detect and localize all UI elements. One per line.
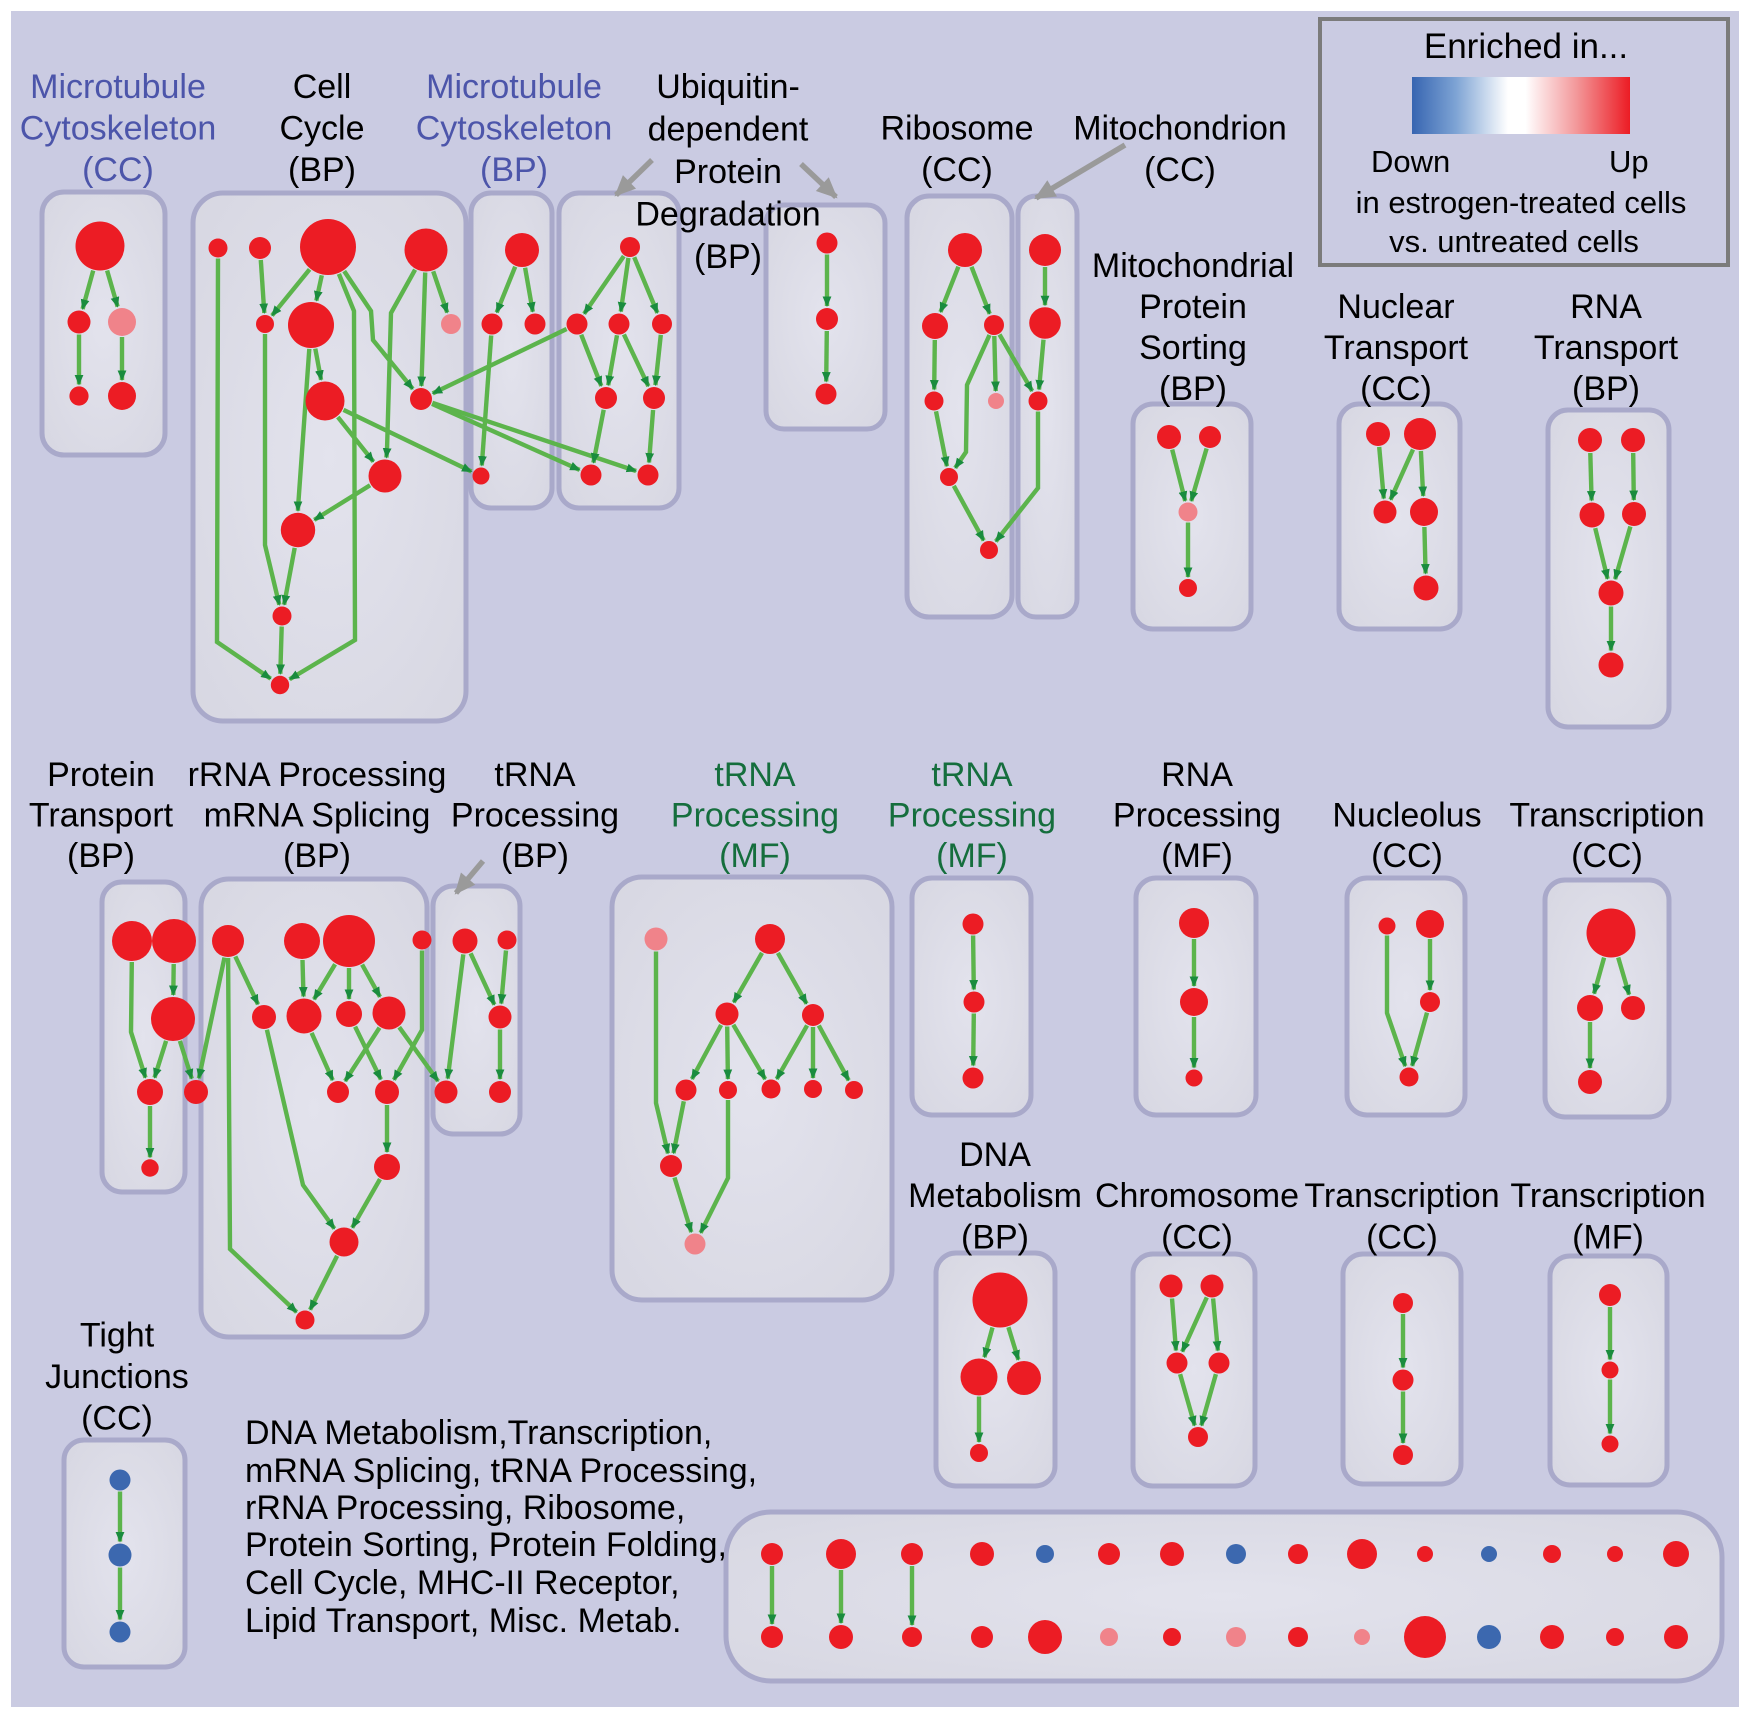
svg-text:Transport: Transport bbox=[1534, 329, 1679, 367]
svg-text:Down: Down bbox=[1371, 144, 1450, 179]
svg-text:Nucleolus: Nucleolus bbox=[1332, 797, 1481, 835]
svg-text:Cell: Cell bbox=[293, 68, 352, 106]
svg-text:(MF): (MF) bbox=[719, 837, 791, 875]
svg-text:Degradation: Degradation bbox=[635, 196, 820, 234]
svg-text:tRNA: tRNA bbox=[494, 756, 576, 794]
svg-text:(BP): (BP) bbox=[67, 837, 135, 875]
svg-text:(BP): (BP) bbox=[283, 837, 351, 875]
svg-text:(MF): (MF) bbox=[936, 837, 1008, 875]
svg-text:Transcription: Transcription bbox=[1510, 1177, 1705, 1215]
svg-text:Metabolism: Metabolism bbox=[908, 1177, 1082, 1215]
svg-text:RNA: RNA bbox=[1570, 288, 1642, 326]
svg-text:(CC): (CC) bbox=[81, 1400, 153, 1438]
svg-text:mRNA Splicing, tRNA Processing: mRNA Splicing, tRNA Processing, bbox=[245, 1452, 757, 1490]
svg-text:(BP): (BP) bbox=[961, 1219, 1029, 1257]
svg-text:tRNA: tRNA bbox=[714, 756, 796, 794]
svg-text:(BP): (BP) bbox=[501, 837, 569, 875]
svg-text:Chromosome: Chromosome bbox=[1095, 1177, 1299, 1215]
svg-text:Transport: Transport bbox=[29, 797, 174, 835]
svg-text:Protein Sorting, Protein Foldi: Protein Sorting, Protein Folding, bbox=[245, 1526, 727, 1564]
svg-text:(CC): (CC) bbox=[1571, 837, 1643, 875]
svg-text:(CC): (CC) bbox=[1366, 1219, 1438, 1257]
svg-text:tRNA: tRNA bbox=[931, 756, 1013, 794]
svg-text:Cell Cycle, MHC-II Receptor,: Cell Cycle, MHC-II Receptor, bbox=[245, 1564, 680, 1602]
svg-text:(CC): (CC) bbox=[1360, 370, 1432, 408]
svg-text:rRNA Processing: rRNA Processing bbox=[188, 756, 447, 794]
svg-text:(CC): (CC) bbox=[1371, 837, 1443, 875]
svg-text:Mitochondrial: Mitochondrial bbox=[1092, 247, 1294, 285]
svg-text:Sorting: Sorting bbox=[1139, 329, 1247, 367]
svg-text:Cytoskeleton: Cytoskeleton bbox=[416, 110, 613, 148]
svg-text:Ubiquitin-: Ubiquitin- bbox=[656, 68, 800, 106]
svg-text:Transcription: Transcription bbox=[1304, 1177, 1499, 1215]
svg-text:Junctions: Junctions bbox=[45, 1358, 189, 1396]
svg-text:(CC): (CC) bbox=[1161, 1219, 1233, 1257]
svg-text:Nuclear: Nuclear bbox=[1337, 288, 1454, 326]
svg-text:(CC): (CC) bbox=[82, 151, 154, 189]
svg-text:RNA: RNA bbox=[1161, 756, 1233, 794]
svg-text:(BP): (BP) bbox=[480, 151, 548, 189]
svg-text:Protein: Protein bbox=[47, 756, 155, 794]
svg-text:mRNA Splicing: mRNA Splicing bbox=[204, 797, 431, 835]
svg-text:Processing: Processing bbox=[1113, 797, 1281, 835]
svg-text:Transport: Transport bbox=[1324, 329, 1469, 367]
svg-text:Protein: Protein bbox=[674, 153, 782, 191]
svg-text:Processing: Processing bbox=[888, 797, 1056, 835]
svg-text:Cytoskeleton: Cytoskeleton bbox=[20, 110, 217, 148]
svg-text:(BP): (BP) bbox=[1159, 370, 1227, 408]
svg-text:Processing: Processing bbox=[451, 797, 619, 835]
svg-text:vs. untreated cells: vs. untreated cells bbox=[1389, 224, 1639, 259]
svg-text:(CC): (CC) bbox=[1144, 151, 1216, 189]
svg-text:Cycle: Cycle bbox=[279, 110, 364, 148]
svg-text:Processing: Processing bbox=[671, 797, 839, 835]
svg-text:Tight: Tight bbox=[80, 1317, 155, 1355]
svg-text:Mitochondrion: Mitochondrion bbox=[1073, 110, 1287, 148]
svg-text:rRNA Processing, Ribosome,: rRNA Processing, Ribosome, bbox=[245, 1489, 685, 1527]
svg-text:(MF): (MF) bbox=[1572, 1219, 1644, 1257]
svg-text:dependent: dependent bbox=[648, 111, 809, 149]
svg-text:(CC): (CC) bbox=[921, 151, 993, 189]
svg-text:Up: Up bbox=[1609, 144, 1649, 179]
svg-text:Microtubule: Microtubule bbox=[30, 68, 206, 106]
svg-text:in estrogen-treated cells: in estrogen-treated cells bbox=[1356, 185, 1687, 220]
svg-text:Protein: Protein bbox=[1139, 288, 1247, 326]
svg-text:(MF): (MF) bbox=[1161, 837, 1233, 875]
svg-text:DNA Metabolism,Transcription,: DNA Metabolism,Transcription, bbox=[245, 1414, 712, 1452]
svg-text:Microtubule: Microtubule bbox=[426, 68, 602, 106]
svg-text:Enriched in...: Enriched in... bbox=[1424, 27, 1628, 66]
svg-text:(BP): (BP) bbox=[694, 238, 762, 276]
svg-text:Ribosome: Ribosome bbox=[880, 110, 1033, 148]
svg-text:Transcription: Transcription bbox=[1509, 797, 1704, 835]
svg-text:(BP): (BP) bbox=[288, 151, 356, 189]
svg-text:Lipid Transport, Misc. Metab.: Lipid Transport, Misc. Metab. bbox=[245, 1602, 682, 1640]
svg-text:DNA: DNA bbox=[959, 1136, 1031, 1174]
svg-text:(BP): (BP) bbox=[1572, 370, 1640, 408]
